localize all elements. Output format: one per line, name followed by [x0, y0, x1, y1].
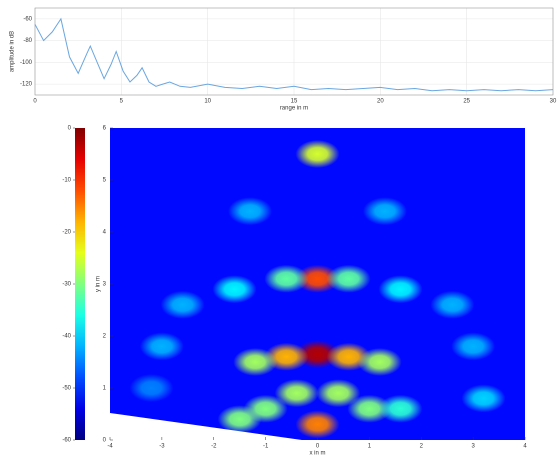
heatmap-spots: [129, 140, 506, 439]
y-axis-label: amplitude in dB: [10, 31, 16, 72]
heatmap-spot: [139, 332, 184, 361]
heatmap-spot: [228, 197, 273, 226]
heatmap-spot: [357, 348, 402, 376]
x-tick-label: 1: [368, 444, 372, 450]
y-tick-label: 5: [103, 178, 107, 184]
x-tick-label: 3: [471, 444, 475, 450]
heatmap-spot: [316, 379, 361, 408]
y-tick-label: -120: [20, 82, 33, 88]
y-tick-label: -100: [20, 60, 33, 66]
y-tick-label: 0: [103, 438, 107, 444]
heatmap-spot: [264, 264, 309, 293]
colorbar-tick-label: -10: [62, 178, 71, 184]
heatmap-spot: [217, 405, 262, 434]
x-tick-label: 4: [523, 444, 527, 450]
y-tick-label: 2: [103, 334, 107, 340]
colorbar-tick-label: -30: [62, 282, 71, 288]
x-tick-label: 15: [291, 99, 298, 105]
blind-zone: [110, 413, 302, 440]
heatmap-spot: [326, 264, 371, 293]
heatmap-spot: [362, 197, 407, 226]
y-tick-label: 6: [103, 126, 107, 132]
colorbar: [75, 128, 85, 440]
x-tick-label: 20: [377, 99, 384, 105]
x-axis-label: x in m: [309, 451, 325, 456]
heatmap-spot: [461, 384, 506, 413]
x-axis-label: range in m: [280, 106, 308, 112]
y-tick-label: -80: [23, 38, 32, 44]
colorbar-tick-label: -50: [62, 386, 71, 392]
x-tick-label: -2: [211, 444, 217, 450]
heatmap-spot: [378, 275, 423, 304]
x-tick-label: 0: [33, 99, 37, 105]
heatmap-spot: [295, 410, 340, 439]
heatmap-spot: [451, 332, 496, 361]
colorbar-tick-label: -40: [62, 334, 71, 340]
colorbar-tick-label: 0: [68, 126, 72, 132]
x-tick-label: 0: [316, 444, 320, 450]
heatmap-spot: [274, 379, 319, 408]
x-tick-label: -1: [263, 444, 269, 450]
heatmap-spot: [129, 374, 174, 402]
y-tick-label: 4: [103, 230, 107, 236]
colorbar-tick-label: -20: [62, 230, 71, 236]
x-tick-label: 2: [420, 444, 424, 450]
x-tick-label: -3: [159, 444, 165, 450]
heatmap-spot: [160, 290, 205, 319]
heatmap-spot: [233, 348, 278, 376]
heatmap-spot: [347, 394, 392, 423]
heatmap-spot: [295, 140, 340, 168]
y-tick-label: 1: [103, 386, 107, 392]
colorbar-tick-label: -60: [62, 438, 71, 444]
amplitude-line: [34, 17, 554, 92]
heatmap-spot: [378, 394, 423, 423]
y-axis-label: y in m: [96, 276, 102, 292]
heatmap-spot: [212, 275, 257, 304]
x-tick-label: 5: [120, 99, 124, 105]
plot-frame: [34, 7, 554, 96]
heatmap-spot: [430, 290, 475, 319]
x-tick-label: 25: [463, 99, 470, 105]
x-tick-label: 10: [204, 99, 211, 105]
x-tick-label: -4: [107, 444, 113, 450]
y-tick-label: -60: [23, 16, 32, 22]
x-tick-label: 30: [550, 99, 557, 105]
y-tick-label: 3: [103, 282, 107, 288]
heatmap-spot: [295, 264, 340, 293]
